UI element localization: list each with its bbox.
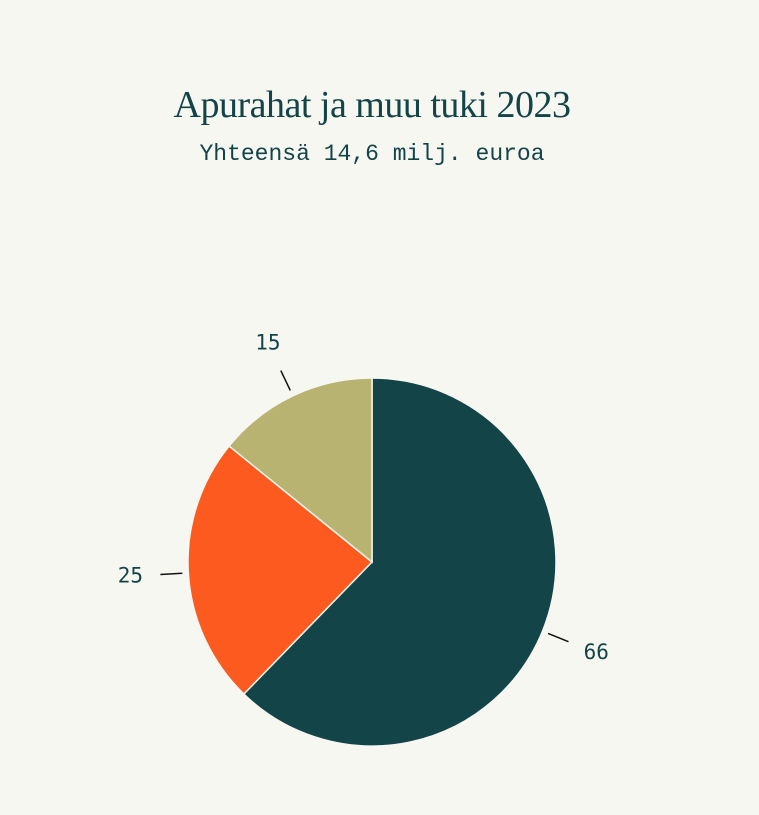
- data-label: 66: [584, 640, 609, 664]
- chart-title: Apurahat ja muu tuki 2023: [174, 84, 571, 126]
- data-label: 15: [255, 331, 280, 355]
- data-label: 25: [118, 563, 143, 587]
- pie-slice: [242, 377, 557, 747]
- pie-slice: [187, 445, 374, 696]
- chart-subtitle: Yhteensä 14,6 milj. euroa: [199, 141, 544, 167]
- leader-line: [547, 632, 569, 643]
- leader-line: [280, 370, 291, 391]
- leader-line: [160, 572, 183, 576]
- pie-slice: [228, 377, 373, 564]
